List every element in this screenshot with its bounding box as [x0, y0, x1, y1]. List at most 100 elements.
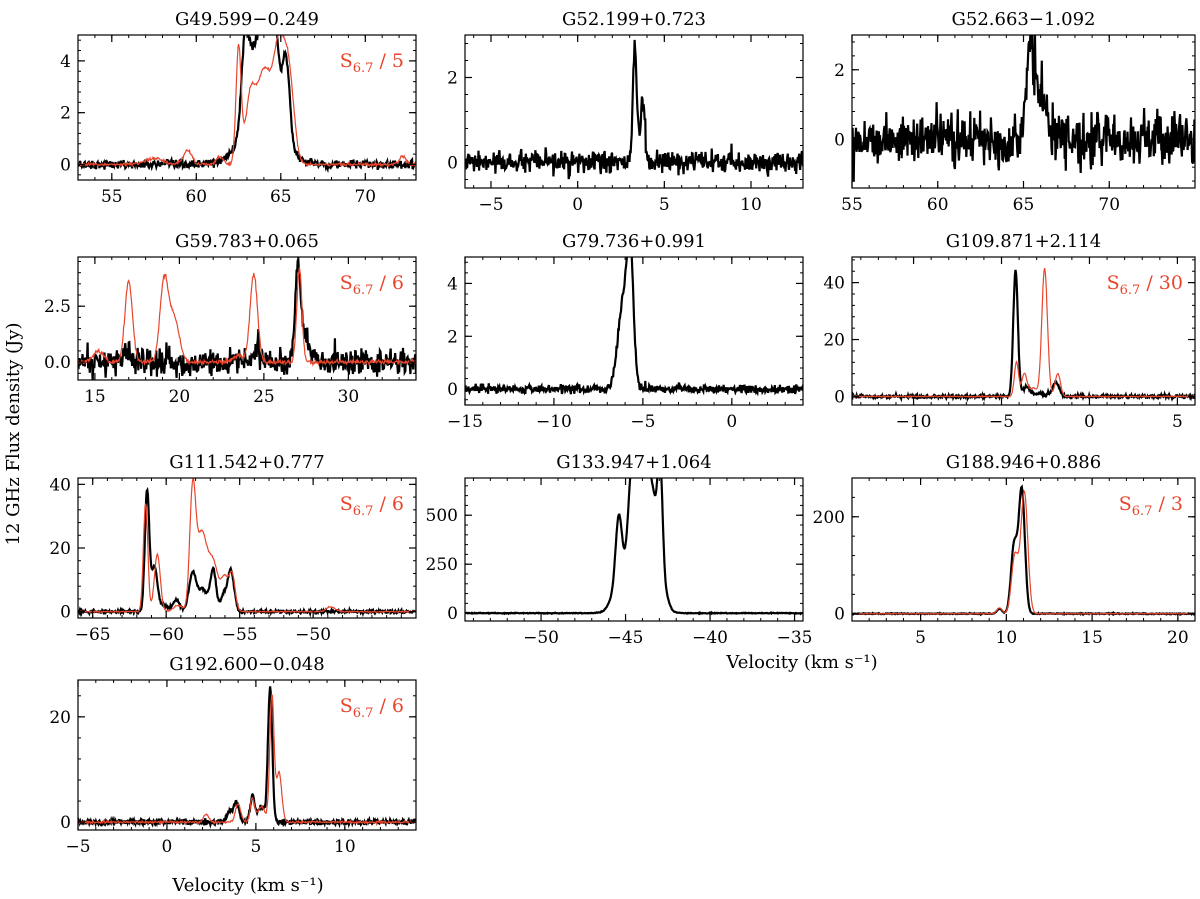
y-tick-label: 0	[60, 155, 71, 175]
spectrum-6p7ghz-line	[78, 478, 416, 614]
annotation-subscript: 6.7	[353, 504, 374, 519]
x-tick-label: −40	[692, 628, 728, 648]
annotation-symbol: S	[340, 272, 353, 294]
spectrum-6p7ghz-line	[852, 489, 1195, 615]
annotation-subscript: 6.7	[353, 706, 374, 721]
x-axis-label-main: Velocity (km s⁻¹)	[725, 652, 877, 673]
annotation-divisor: / 6	[373, 695, 404, 717]
panel-title: G188.946+0.886	[946, 452, 1101, 473]
panel-title: G133.947+1.064	[556, 452, 711, 473]
x-tick-label: −15	[447, 412, 483, 432]
annotation-divisor: / 6	[373, 272, 404, 294]
annotation-subscript: 6.7	[353, 283, 374, 298]
x-tick-label: −5	[630, 412, 655, 432]
annotation-subscript: 6.7	[1120, 283, 1141, 298]
y-tick-label: 2	[60, 104, 71, 124]
y-tick-label: 4	[447, 274, 458, 294]
panel-5: −15 −10 −5 0 0 2 4 G79.736+0.991	[447, 231, 804, 432]
x-tick-label: −50	[295, 625, 331, 645]
x-tick-label: −10	[896, 412, 932, 432]
x-tick-label: 15	[1081, 628, 1103, 648]
spectrum-12ghz-line	[78, 257, 416, 380]
y-tick-label: 0	[447, 380, 458, 400]
x-tick-label: −60	[148, 625, 184, 645]
annotation-subscript: 6.7	[353, 61, 374, 76]
annotation-symbol: S	[340, 50, 353, 72]
annotation-divisor: / 30	[1140, 272, 1183, 294]
y-tick-label: 0	[447, 154, 458, 174]
y-tick-label: 0	[834, 605, 845, 625]
panel-title: G59.783+0.065	[175, 231, 319, 252]
spectrum-12ghz-line	[78, 35, 416, 174]
scaling-annotation: S6.7 / 3	[1119, 493, 1183, 519]
y-tick-label: 0	[834, 387, 845, 407]
y-tick-label: 500	[426, 506, 458, 526]
panel-3: 55 60 65 70 0 2 G52.663−1.092	[834, 9, 1196, 215]
x-tick-label: −55	[222, 625, 258, 645]
x-tick-label: 55	[101, 187, 123, 207]
annotation-divisor: / 3	[1152, 493, 1183, 515]
axes-frame	[77, 679, 417, 831]
spectrum-6p7ghz-line	[78, 35, 416, 168]
y-tick-label: 200	[813, 508, 845, 528]
scaling-annotation: S6.7 / 6	[340, 695, 404, 721]
x-tick-label: 0	[162, 837, 173, 857]
panel-4: 15 20 25 30 0.0 2.5 G59.783+0.065 S6.7 / 6	[44, 231, 417, 407]
y-tick-label: 20	[49, 708, 71, 728]
panel-10: −5 0 5 10 0 20 G192.600−0.048 S6.7 / 6	[49, 654, 417, 857]
x-tick-label: 0	[572, 195, 583, 215]
y-tick-label: 20	[49, 539, 71, 559]
x-tick-label: −35	[777, 628, 813, 648]
x-tick-label: 25	[253, 387, 275, 407]
x-tick-label: 5	[659, 195, 670, 215]
x-tick-label: 30	[338, 387, 360, 407]
spectrum-12ghz-line	[852, 35, 1195, 182]
x-tick-label: 55	[841, 195, 863, 215]
y-tick-label: 20	[823, 331, 845, 351]
annotation-symbol: S	[1119, 493, 1132, 515]
x-tick-label: 10	[996, 628, 1018, 648]
y-axis-label: 12 GHz Flux density (Jy)	[3, 323, 24, 546]
annotation-symbol: S	[340, 493, 353, 515]
annotation-divisor: / 6	[373, 493, 404, 515]
y-tick-label: 2	[834, 61, 845, 81]
panel-title: G79.736+0.991	[562, 231, 706, 252]
x-tick-label: −50	[523, 628, 559, 648]
x-tick-label: 65	[1013, 195, 1035, 215]
scaling-annotation: S6.7 / 5	[340, 50, 404, 76]
y-tick-label: 250	[426, 555, 458, 575]
panel-2: −5 0 5 10 0 2 G52.199+0.723	[447, 9, 804, 215]
spectrum-12ghz-line	[465, 478, 803, 616]
x-tick-label: 65	[270, 187, 292, 207]
x-tick-label: 0	[726, 412, 737, 432]
spectrum-6p7ghz-line	[78, 693, 416, 827]
x-tick-label: 0	[1084, 412, 1095, 432]
x-tick-label: 60	[927, 195, 949, 215]
x-tick-label: −5	[989, 412, 1014, 432]
y-tick-label: 0.0	[44, 353, 71, 373]
annotation-subscript: 6.7	[1132, 504, 1153, 519]
panel-title: G52.663−1.092	[952, 9, 1096, 30]
x-tick-label: 15	[84, 387, 106, 407]
axes-frame	[464, 477, 804, 622]
axes-frame	[851, 256, 1196, 406]
y-tick-label: 0	[60, 813, 71, 833]
axes-frame	[77, 477, 417, 619]
y-tick-label: 2	[447, 69, 458, 89]
y-tick-label: 2	[447, 327, 458, 347]
x-tick-label: 5	[915, 628, 926, 648]
x-tick-label: 10	[334, 837, 356, 857]
y-tick-label: 0	[60, 603, 71, 623]
panel-title: G192.600−0.048	[169, 654, 324, 675]
x-tick-label: 5	[250, 837, 261, 857]
panel-title: G52.199+0.723	[562, 9, 706, 30]
y-tick-label: 4	[60, 52, 71, 72]
panel-title: G109.871+2.114	[946, 231, 1101, 252]
scaling-annotation: S6.7 / 6	[340, 493, 404, 519]
x-tick-label: −65	[75, 625, 111, 645]
x-tick-label: 70	[354, 187, 376, 207]
x-tick-label: −5	[478, 195, 503, 215]
